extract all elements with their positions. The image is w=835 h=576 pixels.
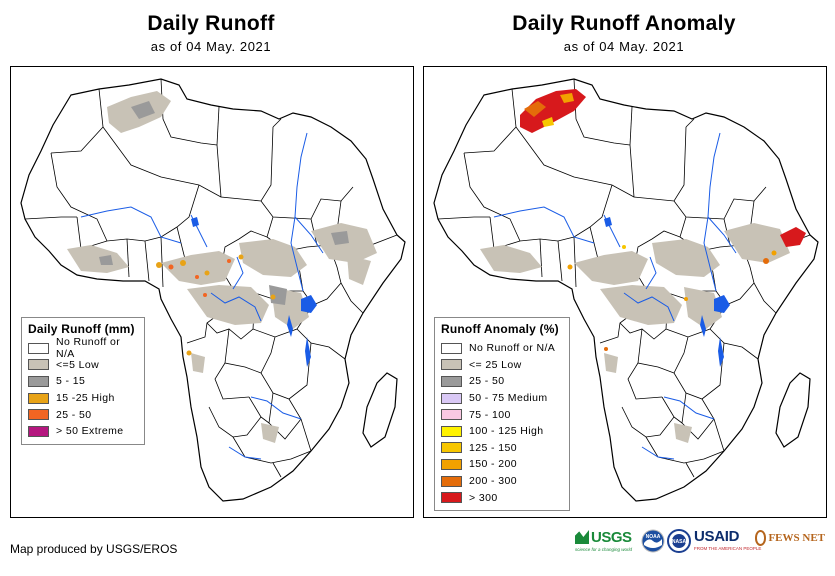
right-legend-item: > 300 — [441, 489, 563, 506]
left-legend-item: 25 - 50 — [28, 406, 138, 423]
left-map-subtitle: as of 04 May. 2021 — [150, 39, 272, 54]
right-legend-item: 150 - 200 — [441, 456, 563, 473]
svg-text:NOAA: NOAA — [646, 534, 661, 540]
map-credit: Map produced by USGS/EROS — [10, 542, 178, 556]
rivers — [493, 132, 737, 460]
left-legend-title: Daily Runoff (mm) — [28, 322, 135, 336]
left-legend-label: 25 - 50 — [56, 408, 92, 421]
right-map-title: Daily Runoff Anomaly — [512, 12, 736, 35]
usgs-wave-icon — [575, 530, 589, 544]
right-legend-label: 125 - 150 — [469, 441, 517, 454]
right-legend: Runoff Anomaly (%) No Runoff or N/A <= 25… — [434, 317, 570, 511]
left-legend-label: > 50 Extreme — [56, 425, 124, 438]
left-legend-swatch — [28, 375, 49, 387]
right-legend-title: Runoff Anomaly (%) — [441, 322, 559, 336]
left-map-canvas — [20, 78, 406, 502]
nasa-logo: NASA — [667, 527, 691, 557]
usaid-logo: USAID FROM THE AMERICAN PEOPLE — [694, 528, 762, 551]
runoff-very-high-areas — [168, 259, 231, 297]
left-legend-label: 15 -25 High — [56, 392, 115, 405]
right-legend-label: 200 - 300 — [469, 475, 517, 488]
runoff-high-areas — [156, 254, 276, 356]
right-legend-swatch — [441, 359, 462, 371]
right-legend-item: No Runoff or N/A — [441, 340, 563, 357]
madagascar-outline — [362, 372, 398, 448]
right-legend-label: 150 - 200 — [469, 458, 517, 471]
left-legend-swatch — [28, 342, 49, 354]
madagascar-outline — [775, 372, 811, 448]
left-legend-item: 15 -25 High — [28, 390, 138, 407]
right-map-panel: Runoff Anomaly (%) No Runoff or N/A <= 25… — [423, 66, 827, 518]
partner-logos: USGS science for a changing world NOAA N… — [575, 527, 825, 557]
right-legend-item: <= 25 Low — [441, 357, 563, 374]
right-legend-swatch — [441, 442, 462, 454]
right-legend-label: 25 - 50 — [469, 375, 505, 388]
right-legend-swatch — [441, 342, 462, 354]
globe-icon — [755, 530, 767, 546]
left-legend-item: No Runoff or N/A — [28, 336, 138, 360]
right-legend-item: 125 - 150 — [441, 440, 563, 457]
right-map-canvas — [433, 78, 819, 502]
right-legend-label: > 300 — [469, 491, 498, 504]
left-legend-label: No Runoff or N/A — [56, 336, 121, 361]
right-legend-label: <= 25 Low — [469, 358, 522, 371]
right-legend-item: 50 - 75 Medium — [441, 390, 563, 407]
right-legend-label: 50 - 75 Medium — [469, 392, 548, 405]
left-legend-swatch — [28, 359, 49, 371]
rivers — [80, 132, 324, 460]
lakes — [604, 217, 730, 367]
right-legend-swatch — [441, 458, 462, 470]
left-legend-swatch — [28, 425, 49, 437]
left-legend-swatch — [28, 392, 49, 404]
lakes — [191, 217, 317, 367]
right-legend-swatch — [441, 425, 462, 437]
right-legend-item: 25 - 50 — [441, 373, 563, 390]
left-legend-item: > 50 Extreme — [28, 423, 138, 440]
left-map-title: Daily Runoff — [147, 12, 275, 35]
right-legend-item: 100 - 125 High — [441, 423, 563, 440]
right-legend-swatch — [441, 475, 462, 487]
left-legend-item: 5 - 15 — [28, 373, 138, 390]
right-legend-label: 75 - 100 — [469, 408, 511, 421]
noaa-logo: NOAA — [641, 527, 665, 557]
fewsnet-logo: FEWS NET — [755, 527, 825, 557]
right-legend-swatch — [441, 409, 462, 421]
right-legend-swatch — [441, 392, 462, 404]
runoff-mid-areas — [99, 101, 349, 305]
svg-text:NASA: NASA — [672, 539, 687, 545]
right-legend-label: 100 - 125 High — [469, 425, 544, 438]
right-map-subtitle: as of 04 May. 2021 — [563, 39, 685, 54]
left-legend-label: 5 - 15 — [56, 375, 86, 388]
right-legend-label: No Runoff or N/A — [469, 342, 556, 355]
right-legend-item: 75 - 100 — [441, 406, 563, 423]
left-legend-swatch — [28, 409, 49, 421]
anomaly-extreme-areas — [520, 89, 806, 351]
left-map-panel: Daily Runoff (mm) No Runoff or N/A <=5 Lo… — [10, 66, 414, 518]
left-legend: Daily Runoff (mm) No Runoff or N/A <=5 Lo… — [21, 317, 145, 445]
right-legend-swatch — [441, 492, 462, 504]
left-legend-label: <=5 Low — [56, 358, 100, 371]
left-legend-item: <=5 Low — [28, 357, 138, 374]
usgs-logo: USGS science for a changing world — [575, 528, 633, 552]
right-legend-item: 200 - 300 — [441, 473, 563, 490]
right-legend-swatch — [441, 375, 462, 387]
